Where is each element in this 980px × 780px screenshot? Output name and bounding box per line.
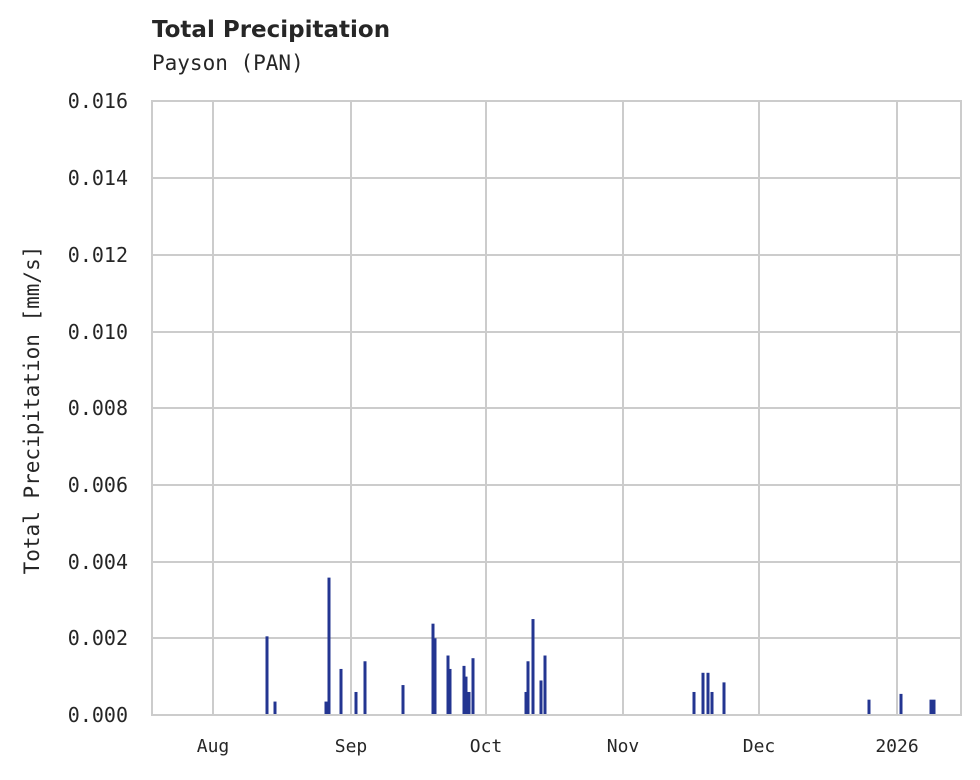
y-tick-label: 0.008 <box>67 396 128 420</box>
precipitation-bar <box>471 658 475 715</box>
precipitation-bar <box>539 680 543 715</box>
y-tick-label: 0.014 <box>67 166 128 190</box>
precipitation-bar <box>446 655 450 715</box>
precipitation-bar <box>273 701 277 715</box>
precipitation-bar <box>929 699 933 715</box>
precipitation-bar <box>524 691 528 715</box>
precipitation-bar <box>433 638 437 715</box>
plot-frame <box>151 100 962 716</box>
precipitation-bar <box>701 672 705 715</box>
x-tick-label: Dec <box>742 736 776 757</box>
precipitation-bar <box>526 661 530 715</box>
x-tick-label: Oct <box>469 736 503 757</box>
precipitation-bar <box>467 691 471 715</box>
precipitation-bar <box>543 655 547 715</box>
x-tick-label: 2026 <box>875 736 919 757</box>
precipitation-bar <box>431 623 435 715</box>
y-tick-label: 0.004 <box>67 550 128 574</box>
precipitation-bar <box>722 682 726 715</box>
chart-subtitle: Payson (PAN) <box>152 51 304 75</box>
chart-title: Total Precipitation <box>152 17 391 43</box>
y-tick-label: 0.012 <box>67 243 128 267</box>
precipitation-bar <box>339 668 343 715</box>
x-tick-label: Aug <box>196 736 230 757</box>
precipitation-bar <box>464 676 468 715</box>
y-tick-label: 0.002 <box>67 626 128 650</box>
precipitation-bar <box>462 665 466 715</box>
x-tick-label: Nov <box>606 736 640 757</box>
precipitation-bar <box>531 619 535 715</box>
precipitation-bar <box>706 672 710 715</box>
y-tick-label: 0.016 <box>67 89 128 113</box>
gridlines <box>152 101 961 715</box>
x-tick-label: Sep <box>334 736 368 757</box>
y-tick-label: 0.006 <box>67 473 128 497</box>
precipitation-bar <box>448 668 452 715</box>
precipitation-bar <box>899 693 903 715</box>
precipitation-bar <box>327 577 331 715</box>
precipitation-bar <box>265 636 269 715</box>
precipitation-bar <box>710 691 714 715</box>
precipitation-bar <box>692 691 696 715</box>
precipitation-bar <box>324 701 328 715</box>
precipitation-bar <box>354 691 358 715</box>
y-tick-label: 0.000 <box>67 703 128 727</box>
precipitation-bar <box>401 685 405 715</box>
precipitation-bar <box>363 661 367 715</box>
precipitation-bars <box>265 577 936 715</box>
precipitation-bar <box>867 699 871 715</box>
precipitation-bar <box>932 699 936 715</box>
y-tick-label: 0.010 <box>67 320 128 344</box>
